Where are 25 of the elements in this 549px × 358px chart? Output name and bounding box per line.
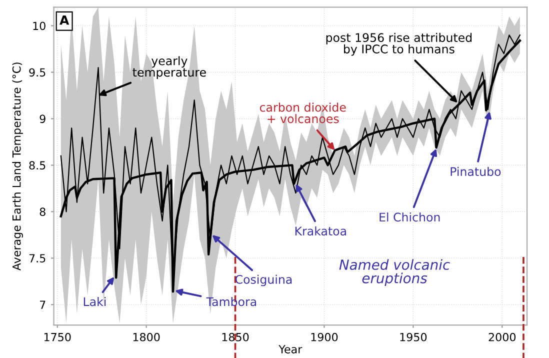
- y-tick-label: 7: [40, 300, 46, 309]
- annotation: yearly temperature: [132, 56, 206, 80]
- y-tick-label: 7.5: [29, 254, 46, 263]
- x-tick-label: 1800: [133, 332, 160, 342]
- annotation: Pinatubo: [450, 166, 501, 176]
- y-tick-label: 9: [40, 114, 46, 124]
- y-tick-label: 8.5: [29, 161, 46, 170]
- y-tick-label: 9.5: [29, 68, 46, 77]
- annotation: Laki: [84, 297, 106, 306]
- y-axis-title: Average Earth Land Temperature (°C): [12, 62, 23, 271]
- x-tick-label: 1950: [400, 332, 427, 342]
- annotation: Named volcanic eruptions: [339, 259, 450, 286]
- annotation: post 1956 rise attributed by IPCC to humans: [326, 32, 472, 56]
- y-tick-label: 10: [33, 22, 46, 30]
- annotation: Cosiguina: [235, 274, 292, 286]
- x-axis-title: Year: [278, 345, 302, 354]
- annotation: Tambora: [206, 297, 256, 306]
- annotation: El Chichon: [380, 212, 440, 222]
- y-tick-label: 8: [40, 208, 46, 216]
- annotation: A: [60, 15, 70, 25]
- x-tick-label: 1750: [44, 332, 71, 342]
- annotation: carbon dioxide + volcanoes: [260, 102, 346, 124]
- x-tick-label: 1900: [311, 332, 338, 342]
- annotation: Krakatoa: [295, 226, 346, 236]
- x-tick-label: 2000: [488, 332, 516, 342]
